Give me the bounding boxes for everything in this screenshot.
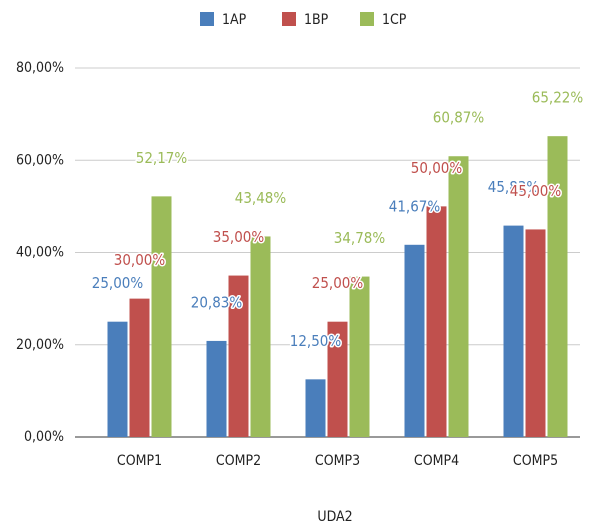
x-tick-label: COMP5 — [513, 453, 558, 469]
bar — [206, 340, 227, 437]
data-label: 52,17% — [136, 149, 188, 167]
y-tick-label: 80,00% — [16, 60, 64, 76]
bar — [228, 275, 249, 437]
y-tick-label: 40,00% — [16, 245, 64, 261]
x-tick-label: COMP1 — [117, 453, 162, 469]
bar — [129, 298, 150, 437]
legend-label: 1BP — [304, 12, 329, 28]
legend-label: 1CP — [382, 12, 407, 28]
data-label: 65,22% — [532, 89, 584, 107]
legend-swatch — [360, 12, 374, 26]
bar — [547, 136, 568, 438]
data-label: 25,00% — [312, 274, 364, 292]
legend-label: 1AP — [222, 12, 247, 28]
bar — [525, 229, 546, 437]
data-label: 45,83% — [488, 178, 540, 196]
data-label: 25,00% — [92, 274, 144, 292]
data-label: 12,50% — [290, 332, 342, 350]
data-label: 30,00% — [114, 251, 166, 269]
bar — [151, 196, 172, 437]
y-tick-label: 60,00% — [16, 152, 64, 168]
bar — [327, 321, 348, 437]
y-tick-label: 0,00% — [24, 429, 64, 445]
data-label: 41,67% — [389, 197, 441, 215]
data-label: 43,48% — [235, 189, 287, 207]
bar — [448, 156, 469, 437]
legend-swatch — [200, 12, 214, 26]
legend-swatch — [282, 12, 296, 26]
bar — [503, 225, 524, 437]
bar — [250, 236, 271, 437]
y-tick-label: 20,00% — [16, 337, 64, 353]
data-label: 45,00% — [510, 182, 562, 200]
x-axis-label: UDA2 — [317, 509, 352, 525]
x-tick-label: COMP4 — [414, 453, 459, 469]
data-label: 34,78% — [334, 229, 386, 247]
bar — [404, 244, 425, 437]
bar — [305, 379, 326, 437]
data-label: 20,83% — [191, 293, 243, 311]
bar — [349, 276, 370, 437]
data-label: 50,00% — [411, 159, 463, 177]
bar — [426, 206, 447, 437]
data-label: 60,87% — [433, 109, 485, 127]
x-tick-label: COMP2 — [216, 453, 261, 469]
x-tick-label: COMP3 — [315, 453, 360, 469]
data-label: 35,00% — [213, 228, 265, 246]
bar — [107, 321, 128, 437]
